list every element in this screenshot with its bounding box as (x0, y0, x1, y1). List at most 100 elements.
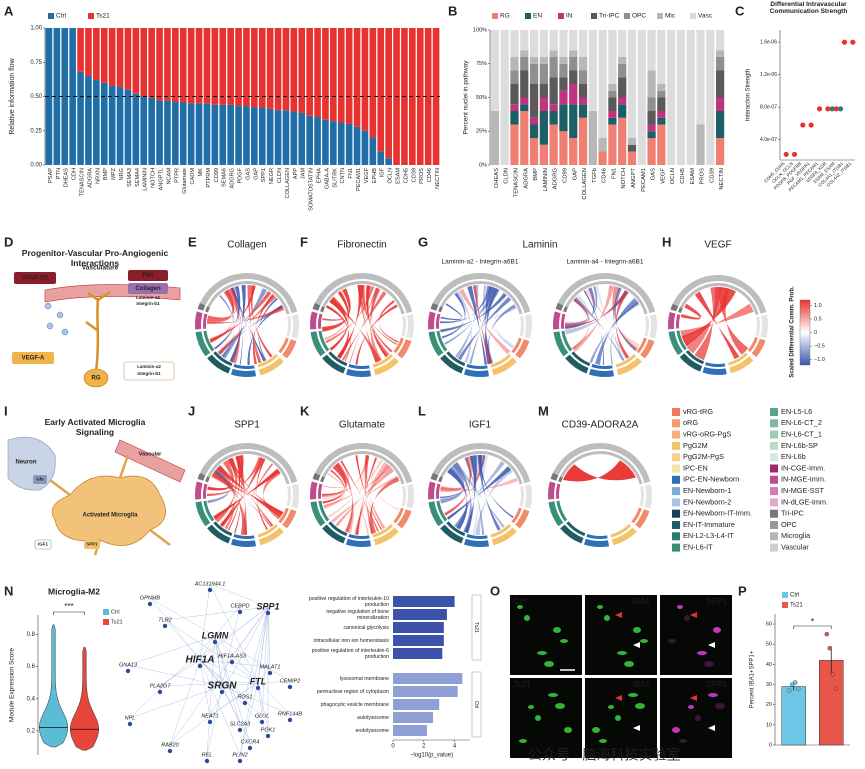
chord-ribbon (469, 288, 500, 365)
term-label: phagocytic vesicle membrane (320, 701, 389, 708)
network-node (167, 748, 173, 754)
x-tick-label: EPHA (317, 168, 323, 184)
bar-segment (337, 122, 345, 165)
x-tick-label: ADGRG (553, 168, 559, 190)
bar-segment (266, 28, 274, 109)
bar-segment (578, 117, 588, 165)
y-axis-label: Percent IBA1+SPP1+ (750, 650, 756, 708)
legend-label: EN-L6b-SP (781, 441, 818, 450)
network-edge (214, 635, 223, 687)
bar-segment (529, 84, 539, 118)
bar-segment (274, 28, 282, 111)
cell-signal (615, 715, 621, 721)
cell-signal (548, 693, 558, 697)
y-tick-label: 0 (769, 742, 772, 748)
chord-sector (438, 476, 443, 483)
x-tick-label: PTN (56, 168, 62, 179)
bar-segment (657, 84, 666, 91)
legend-label: Mic (665, 13, 676, 20)
arrowhead (690, 695, 697, 701)
violin-body (39, 624, 68, 748)
bar-segment (116, 28, 124, 87)
network-node (204, 758, 210, 764)
chord-sector (348, 533, 370, 539)
legend-label: EN-L6-IT (683, 543, 713, 552)
chord-sector (320, 476, 325, 483)
y-tick-label: 1.2e-06 (760, 72, 777, 78)
chord-ribbon (231, 287, 266, 362)
bar-segment (416, 28, 424, 165)
arrowhead (615, 695, 622, 701)
bar-segment (647, 30, 656, 71)
bar-segment (549, 50, 558, 57)
legend-swatch (782, 592, 788, 598)
chord-sector (197, 473, 206, 481)
chord-sector (676, 314, 681, 329)
chord-ribbon (220, 455, 241, 527)
chord-sector (312, 473, 321, 481)
bar-segment (156, 28, 163, 101)
chord-ribbon (680, 303, 754, 338)
x-tick-label: COLLAGEN (285, 168, 291, 198)
bar-segment (187, 103, 195, 165)
x-tick-label: CLDN (504, 168, 510, 184)
bar-segment (706, 30, 715, 165)
network-edge (206, 635, 216, 756)
bar-segment (520, 97, 529, 105)
gene-label: SPP1 (256, 601, 279, 611)
chord-ribbon (369, 476, 400, 534)
chord-sector (205, 450, 290, 485)
bar-segment (618, 30, 627, 57)
chord-sector (322, 524, 346, 544)
x-tick-label: CD46 (427, 168, 433, 182)
arrowhead (708, 725, 715, 731)
ligand-box (128, 283, 168, 294)
chord-sector (313, 273, 413, 314)
network-edge (221, 685, 291, 715)
term-label: autolysosome (356, 714, 389, 721)
term-label: positive regulation of interleukin-10 pr… (308, 595, 389, 608)
chord-ribbon (322, 469, 345, 504)
colorbar-tick-label: 0.5 (814, 316, 822, 322)
bar-segment (637, 30, 646, 165)
x-tick-label: NRXN (95, 168, 101, 184)
term-label-box: canonical glycolysis (343, 625, 389, 631)
chord-sector (258, 527, 284, 546)
chord-sector (490, 523, 512, 538)
chord-ribbon (322, 288, 351, 332)
y-axis-label: Interaction Strength (746, 69, 752, 121)
bar-segment (569, 30, 578, 51)
bar-segment (140, 28, 148, 97)
chord-sector (555, 303, 564, 311)
chord-sector (586, 533, 608, 539)
bar-segment (657, 97, 666, 111)
x-tick-label: IGF (380, 167, 386, 177)
micrograph-label: SPP1 (707, 680, 728, 689)
chord-sector (230, 368, 257, 377)
chord-sector (233, 363, 255, 369)
legend-label: IN-dLGE-Imm. (781, 497, 828, 506)
legend-swatch (770, 441, 778, 450)
bar-segment (61, 28, 69, 165)
bar (393, 686, 458, 697)
chord-ribbon (610, 297, 636, 365)
bar-segment (432, 28, 440, 165)
diagram-label: Integrin-b1 (137, 371, 161, 376)
chord-sector (320, 280, 405, 315)
bar-segment (657, 90, 666, 98)
chord-ribbon (447, 461, 505, 520)
chord-sector (668, 312, 676, 330)
chord-sector (566, 521, 586, 537)
bar-segment (227, 28, 234, 105)
ligand-box (12, 352, 54, 364)
cell-signal (695, 715, 701, 721)
chord-ribbon (322, 296, 346, 321)
x-tick-label: JAM (301, 168, 307, 180)
gene-label: CXCR4 (241, 739, 260, 745)
chord-ribbon (340, 460, 380, 532)
chord-sector (328, 521, 348, 537)
chord-sector (291, 314, 299, 339)
term-label-box: positive regulation of interleukin-6 pro… (312, 648, 389, 660)
chord-ribbon (487, 304, 516, 364)
chord-sector (685, 350, 705, 365)
